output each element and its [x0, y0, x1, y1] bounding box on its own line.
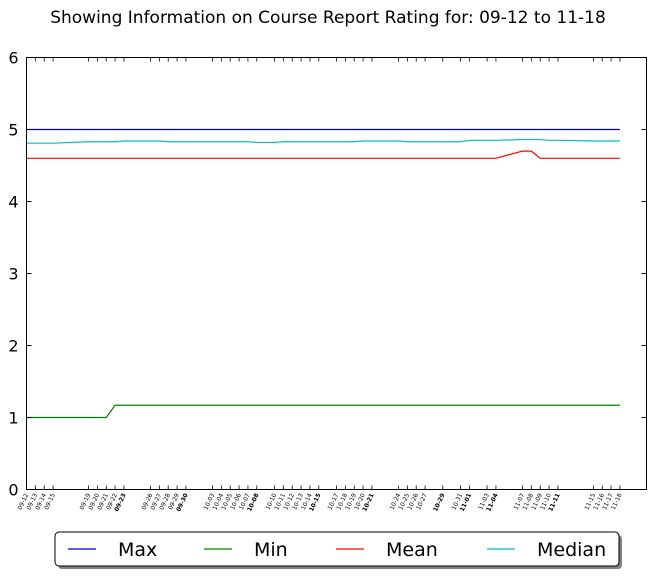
y-tick-label: 3 [8, 265, 18, 284]
chart-title: Showing Information on Course Report Rat… [50, 8, 606, 28]
legend-label-min: Min [254, 539, 288, 561]
plot-area-frame [26, 57, 647, 490]
series-line-min [26, 404, 620, 419]
y-tick-label: 6 [8, 49, 18, 68]
x-tick-label: 10-29 [432, 492, 446, 512]
y-tick-label: 1 [8, 409, 18, 428]
series-line-mean [26, 150, 620, 159]
y-tick-label: 4 [8, 193, 18, 212]
series-line-median [26, 138, 620, 144]
y-tick-label: 5 [8, 121, 18, 140]
legend: Max Min Mean Median [54, 531, 622, 569]
legend-label-mean: Mean [386, 539, 438, 561]
legend-label-max: Max [118, 539, 157, 561]
y-tick-label: 0 [8, 481, 18, 500]
y-tick-label: 2 [8, 337, 18, 356]
legend-label-median: Median [537, 539, 606, 561]
